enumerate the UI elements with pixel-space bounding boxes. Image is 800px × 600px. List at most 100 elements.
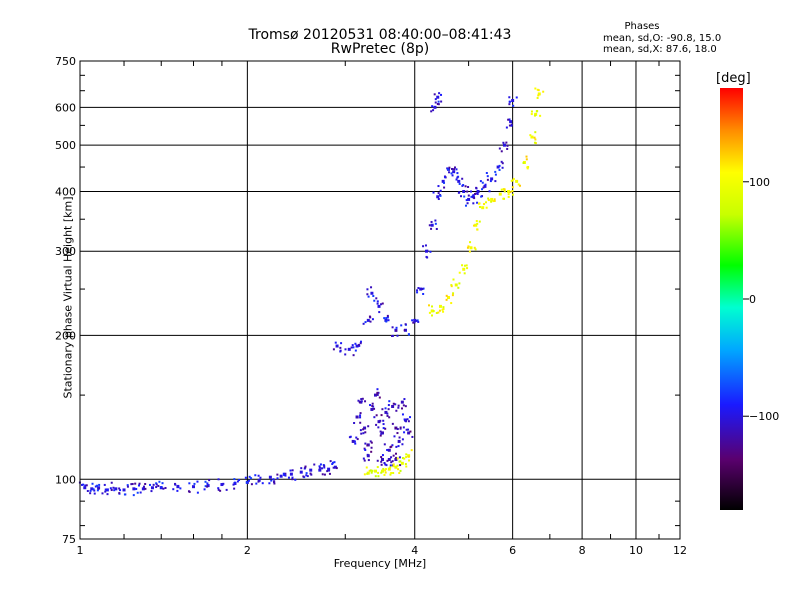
data-point (282, 472, 285, 475)
data-point (462, 267, 466, 271)
data-point (257, 480, 260, 483)
y-tick-label: 200 (55, 329, 76, 342)
data-point (333, 461, 336, 464)
data-point (412, 321, 415, 324)
y-tick-label: 400 (55, 185, 76, 198)
data-point (407, 431, 411, 435)
data-point (407, 428, 410, 431)
data-point (440, 100, 443, 103)
data-point (255, 482, 258, 485)
data-point (405, 465, 408, 468)
data-point (536, 88, 539, 91)
data-point (422, 287, 425, 290)
data-point (472, 202, 475, 205)
data-point (375, 423, 378, 426)
data-point (464, 185, 467, 188)
data-point (370, 446, 373, 449)
data-point (291, 478, 294, 481)
data-point (389, 473, 392, 476)
data-point (481, 181, 484, 184)
data-point (383, 443, 386, 446)
data-point (365, 466, 368, 469)
data-point (384, 427, 387, 430)
data-point (371, 470, 374, 473)
data-point (435, 312, 438, 315)
data-point (299, 470, 303, 474)
data-point (359, 429, 362, 432)
data-point (430, 220, 433, 223)
data-point (248, 475, 251, 478)
data-point (82, 483, 85, 486)
data-point (110, 481, 113, 484)
data-point (387, 319, 390, 322)
data-point (97, 487, 100, 490)
data-point (257, 478, 261, 482)
data-point (366, 471, 370, 475)
data-point (132, 494, 135, 497)
colorbar-tick-label: −100 (749, 410, 779, 423)
data-point (510, 124, 513, 127)
data-point (474, 248, 477, 251)
data-point (522, 161, 525, 164)
data-point (386, 314, 389, 317)
data-point (174, 483, 177, 486)
data-point (403, 457, 406, 460)
data-point (444, 176, 447, 179)
data-point (511, 99, 515, 103)
data-point (438, 309, 441, 312)
data-point (434, 101, 437, 104)
data-point (364, 442, 367, 445)
data-point (403, 329, 406, 332)
data-point (103, 483, 106, 486)
data-point (150, 486, 154, 490)
data-point (366, 453, 369, 456)
data-point (498, 168, 501, 171)
data-point (126, 485, 129, 488)
data-point (369, 440, 372, 443)
data-point (93, 492, 96, 495)
data-point (445, 298, 448, 301)
colorbar-tick-label: 100 (749, 176, 770, 189)
data-point (112, 486, 115, 489)
data-point (358, 401, 361, 404)
data-point (374, 470, 377, 473)
data-point (470, 195, 473, 198)
data-point (380, 469, 384, 473)
data-point (389, 466, 392, 469)
data-point (89, 492, 92, 495)
data-point (377, 391, 380, 394)
data-point (397, 445, 400, 448)
data-point (141, 487, 145, 491)
data-point (236, 480, 239, 483)
data-point (366, 293, 369, 296)
data-point (511, 190, 514, 193)
data-point (468, 250, 471, 253)
data-point (158, 480, 161, 483)
data-point (157, 484, 160, 487)
data-point (333, 465, 337, 469)
data-point (396, 432, 399, 435)
data-point (396, 457, 399, 460)
data-point (404, 405, 407, 408)
data-point (438, 304, 442, 308)
data-point (392, 463, 395, 466)
data-point (354, 342, 357, 345)
x-tick-label: 6 (509, 544, 516, 557)
data-point (507, 195, 510, 198)
data-point (385, 320, 388, 323)
data-point (340, 342, 343, 345)
data-point (114, 487, 118, 491)
data-point (377, 420, 381, 424)
data-point (460, 195, 463, 198)
data-point (493, 198, 496, 201)
data-point (518, 184, 521, 187)
data-point (404, 420, 407, 423)
data-point (392, 334, 395, 337)
data-point (392, 402, 395, 405)
data-point (367, 459, 370, 462)
data-point (490, 177, 494, 181)
data-point (369, 469, 372, 472)
data-point (363, 473, 366, 476)
data-point (405, 428, 408, 431)
x-tick-label: 8 (579, 544, 586, 557)
